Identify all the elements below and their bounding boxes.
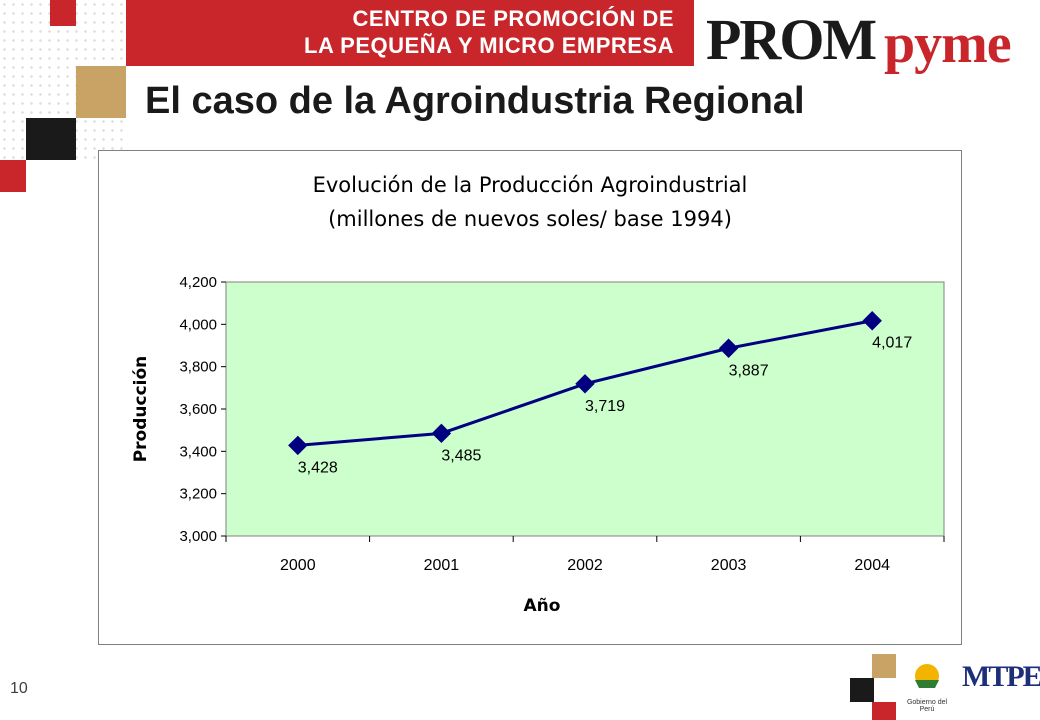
deco-square-red-small [0,160,26,192]
x-tick-label: 2002 [567,557,603,574]
deco-square-red-bottom [872,702,896,720]
deco-square-black [26,118,76,160]
data-point-marker [718,338,739,358]
data-label: 3,485 [441,447,481,464]
page-number: 10 [10,680,28,697]
deco-square-tan [76,66,126,118]
data-point-marker [288,435,308,456]
deco-square-black-bottom [850,678,874,702]
x-tick-label: 2001 [424,557,460,574]
data-label: 4,017 [872,335,912,352]
y-tick-label: 3,600 [179,401,217,418]
series-group: 3,428 3,485 3,719 3,887 4,017 [288,311,912,476]
x-tick-label: 2003 [711,557,747,574]
logo-pyme-text: pyme [884,13,1012,75]
data-point-marker [431,423,452,444]
slide-title: El caso de la Agroindustria Regional [145,80,805,122]
banner-line-1: CENTRO DE PROMOCIÓN DE [352,6,674,31]
data-point-marker [862,311,882,331]
data-point-marker [575,374,595,394]
y-tick-label: 3,200 [179,486,217,503]
x-axis-label: Año [524,596,561,616]
deco-square-red [50,0,76,26]
x-tick-label: 2000 [280,557,316,574]
y-tick-label: 3,400 [179,443,217,460]
logo-prom-text: PROM [706,7,877,72]
chart-title: Evolución de la Producción Agroindustria… [313,173,748,197]
data-label: 3,428 [298,459,338,476]
sun-emblem-icon [915,664,939,688]
y-tick-label: 3,800 [179,359,217,376]
deco-square-tan-bottom [872,654,896,678]
gobierno-peru-text: Gobierno del Perú [906,699,948,713]
mtpe-logo: MTPE [962,660,1040,718]
y-tick-label: 4,200 [179,274,217,291]
gobierno-peru-logo: Gobierno del Perú [902,658,952,718]
chart-subtitle: (millones de nuevos soles/ base 1994) [328,207,732,231]
data-label: 3,719 [585,398,625,415]
header-banner: CENTRO DE PROMOCIÓN DE LA PEQUEÑA Y MICR… [126,0,694,66]
production-line-chart: Evolución de la Producción Agroindustria… [131,173,945,616]
data-label: 3,887 [729,362,769,379]
plot-area [225,281,945,537]
prompyme-logo: PROM pyme [706,4,1036,84]
axes-group: 3,000 3,200 3,400 3,600 3,800 4,000 4,200 2000 2… [179,274,945,574]
y-tick-label: 4,000 [179,316,217,333]
x-tick-label: 2004 [854,557,890,574]
y-axis-label: Producción [131,356,151,463]
mtpe-logo-mark: MTPE [962,660,1040,693]
y-tick-label: 3,000 [179,528,217,545]
banner-line-2: LA PEQUEÑA Y MICRO EMPRESA [304,33,674,58]
